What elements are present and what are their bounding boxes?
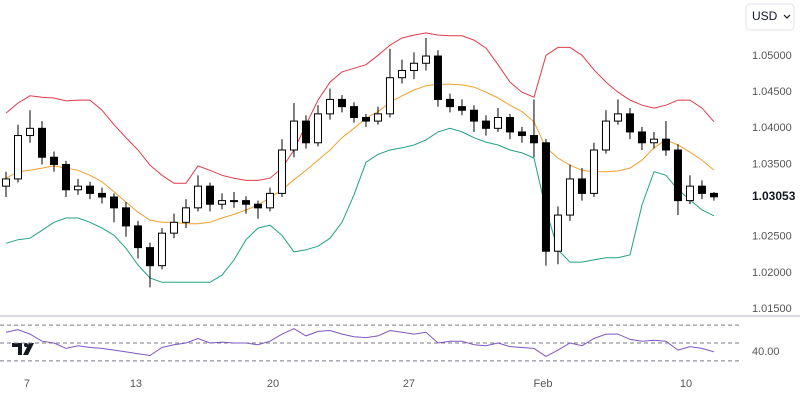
y-tick-label: 1.03500	[752, 158, 792, 170]
candle-body	[121, 207, 130, 227]
candle-body	[373, 113, 382, 122]
last-price-label: 1.03053	[752, 189, 796, 203]
rsi-line	[5, 328, 715, 357]
rsi-value-label: 40.00	[752, 346, 780, 358]
currency-button[interactable]: USD	[745, 3, 795, 31]
candle-body	[637, 131, 646, 144]
candle-body	[469, 109, 478, 122]
candle-body	[25, 127, 34, 137]
candle-body	[325, 98, 334, 115]
band-upper	[5, 32, 715, 184]
candle-body	[265, 192, 274, 209]
y-tick-label: 1.04500	[752, 86, 792, 98]
candle-body	[445, 98, 454, 108]
candle-body	[553, 214, 562, 252]
candle-body	[661, 138, 670, 151]
candle-body	[481, 120, 490, 129]
candle-body	[145, 247, 154, 267]
candle-body	[109, 196, 118, 209]
candle-body	[697, 185, 706, 194]
candle-body	[433, 55, 442, 100]
candle-body	[217, 200, 226, 205]
x-tick-label: 13	[130, 378, 142, 390]
candle-body	[421, 55, 430, 64]
candle-body	[625, 113, 634, 133]
candle-body	[337, 98, 346, 108]
candle-body	[577, 178, 586, 194]
candle-body	[133, 225, 142, 249]
candle-body	[229, 200, 238, 203]
x-tick-label: 27	[403, 378, 415, 390]
chevron-icon[interactable]	[783, 14, 791, 19]
candle-body	[61, 163, 70, 191]
tradingview-logo	[12, 343, 34, 355]
y-tick-label: 1.05000	[752, 50, 792, 62]
y-tick-label: 1.04000	[752, 122, 792, 134]
candle-body	[181, 207, 190, 223]
candle-body	[649, 138, 658, 144]
x-tick-label: 10	[680, 378, 692, 390]
x-tick-label: Feb	[533, 378, 552, 390]
candle-body	[541, 142, 550, 252]
x-tick-label: 20	[267, 378, 279, 390]
y-tick-label: 1.02500	[752, 231, 792, 243]
candle-body	[529, 135, 538, 144]
logo-part	[24, 343, 28, 347]
candle-body	[301, 120, 310, 144]
candle-body	[589, 149, 598, 194]
candle-body	[397, 69, 406, 79]
candle-body	[1, 178, 10, 187]
x-tick-label: 7	[24, 378, 30, 390]
candle-body	[601, 120, 610, 151]
band-lower	[5, 127, 715, 283]
candle-body	[517, 131, 526, 137]
candle-body	[85, 185, 94, 194]
candle-body	[709, 192, 718, 198]
candle-body	[409, 62, 418, 71]
currency-button-box[interactable]	[745, 3, 795, 31]
candle-body	[613, 113, 622, 122]
candle-body	[457, 106, 466, 111]
logo-part	[23, 343, 34, 355]
candle-body	[565, 178, 574, 216]
candle-body	[97, 192, 106, 198]
candle-body	[385, 77, 394, 115]
candle-body	[313, 113, 322, 144]
candle-body	[493, 116, 502, 129]
candle-body	[157, 232, 166, 267]
candle-body	[349, 106, 358, 118]
candle-body	[241, 200, 250, 205]
candle-body	[361, 116, 370, 122]
candle-body	[37, 127, 46, 158]
y-tick-label: 1.02000	[752, 267, 792, 279]
candle-body	[193, 185, 202, 209]
candle-body	[73, 185, 82, 191]
currency-label[interactable]: USD	[752, 9, 778, 23]
candle-body	[673, 149, 682, 202]
candle-body	[289, 120, 298, 151]
candle-body	[169, 221, 178, 234]
candle-body	[685, 185, 694, 202]
logo-part	[12, 343, 22, 355]
candle-body	[277, 149, 286, 194]
candle-body	[49, 156, 58, 165]
candle-body	[253, 203, 262, 209]
candle-body	[505, 116, 514, 133]
candle-body	[13, 135, 22, 180]
candle-body	[205, 185, 214, 205]
y-tick-label: 1.01500	[752, 303, 792, 315]
